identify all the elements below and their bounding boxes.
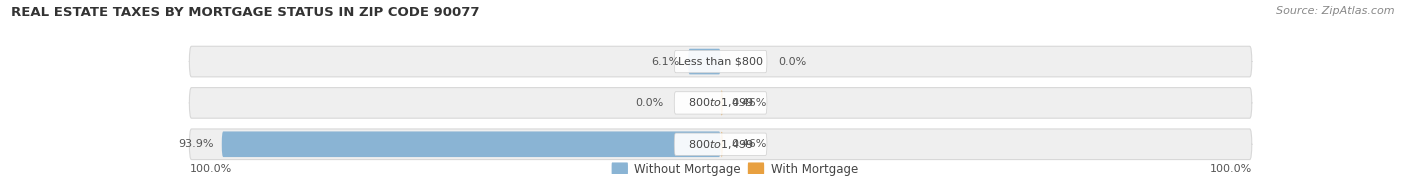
FancyBboxPatch shape <box>612 162 628 176</box>
FancyBboxPatch shape <box>675 92 766 114</box>
Text: Less than $800: Less than $800 <box>678 57 763 67</box>
Text: Source: ZipAtlas.com: Source: ZipAtlas.com <box>1277 6 1395 16</box>
Text: $800 to $1,499: $800 to $1,499 <box>688 96 754 109</box>
Text: 0.46%: 0.46% <box>731 139 766 149</box>
Text: 100.0%: 100.0% <box>1209 164 1251 174</box>
Text: 0.0%: 0.0% <box>778 57 806 67</box>
FancyBboxPatch shape <box>688 49 721 74</box>
FancyBboxPatch shape <box>222 132 721 157</box>
FancyBboxPatch shape <box>675 133 766 155</box>
FancyBboxPatch shape <box>190 46 1251 77</box>
Text: 0.0%: 0.0% <box>636 98 664 108</box>
FancyBboxPatch shape <box>721 90 723 116</box>
Text: 0.46%: 0.46% <box>731 98 766 108</box>
FancyBboxPatch shape <box>675 50 766 73</box>
FancyBboxPatch shape <box>721 132 723 157</box>
Text: With Mortgage: With Mortgage <box>770 162 858 176</box>
Text: Without Mortgage: Without Mortgage <box>634 162 741 176</box>
Text: 100.0%: 100.0% <box>190 164 232 174</box>
FancyBboxPatch shape <box>190 129 1251 160</box>
Text: $800 to $1,499: $800 to $1,499 <box>688 138 754 151</box>
Text: 6.1%: 6.1% <box>652 57 681 67</box>
Text: 93.9%: 93.9% <box>179 139 214 149</box>
Text: REAL ESTATE TAXES BY MORTGAGE STATUS IN ZIP CODE 90077: REAL ESTATE TAXES BY MORTGAGE STATUS IN … <box>11 6 479 19</box>
FancyBboxPatch shape <box>190 88 1251 118</box>
FancyBboxPatch shape <box>748 162 765 176</box>
